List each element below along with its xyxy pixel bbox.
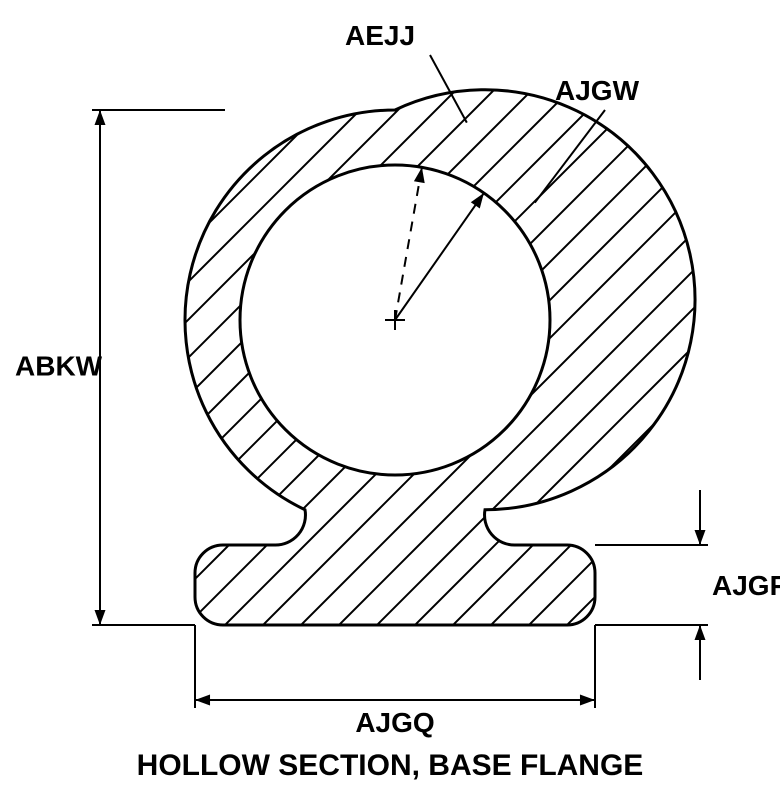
label-ajgw: AJGW [555,75,640,106]
hatching [0,0,780,795]
diagram-title: HOLLOW SECTION, BASE FLANGE [137,749,644,782]
dim-ajgp [595,490,708,680]
label-abkw: ABKW [15,351,103,382]
radius-arrows [395,167,484,320]
dim-abkw [92,110,225,625]
label-aejj: AEJJ [345,20,415,51]
label-ajgp: AJGP [712,570,780,601]
cross-section-diagram: AEJJ AJGW ABKW AJGQ AJGP HOLLOW SECTION,… [0,0,780,795]
dim-ajgq [195,625,595,708]
label-ajgq: AJGQ [355,707,434,738]
